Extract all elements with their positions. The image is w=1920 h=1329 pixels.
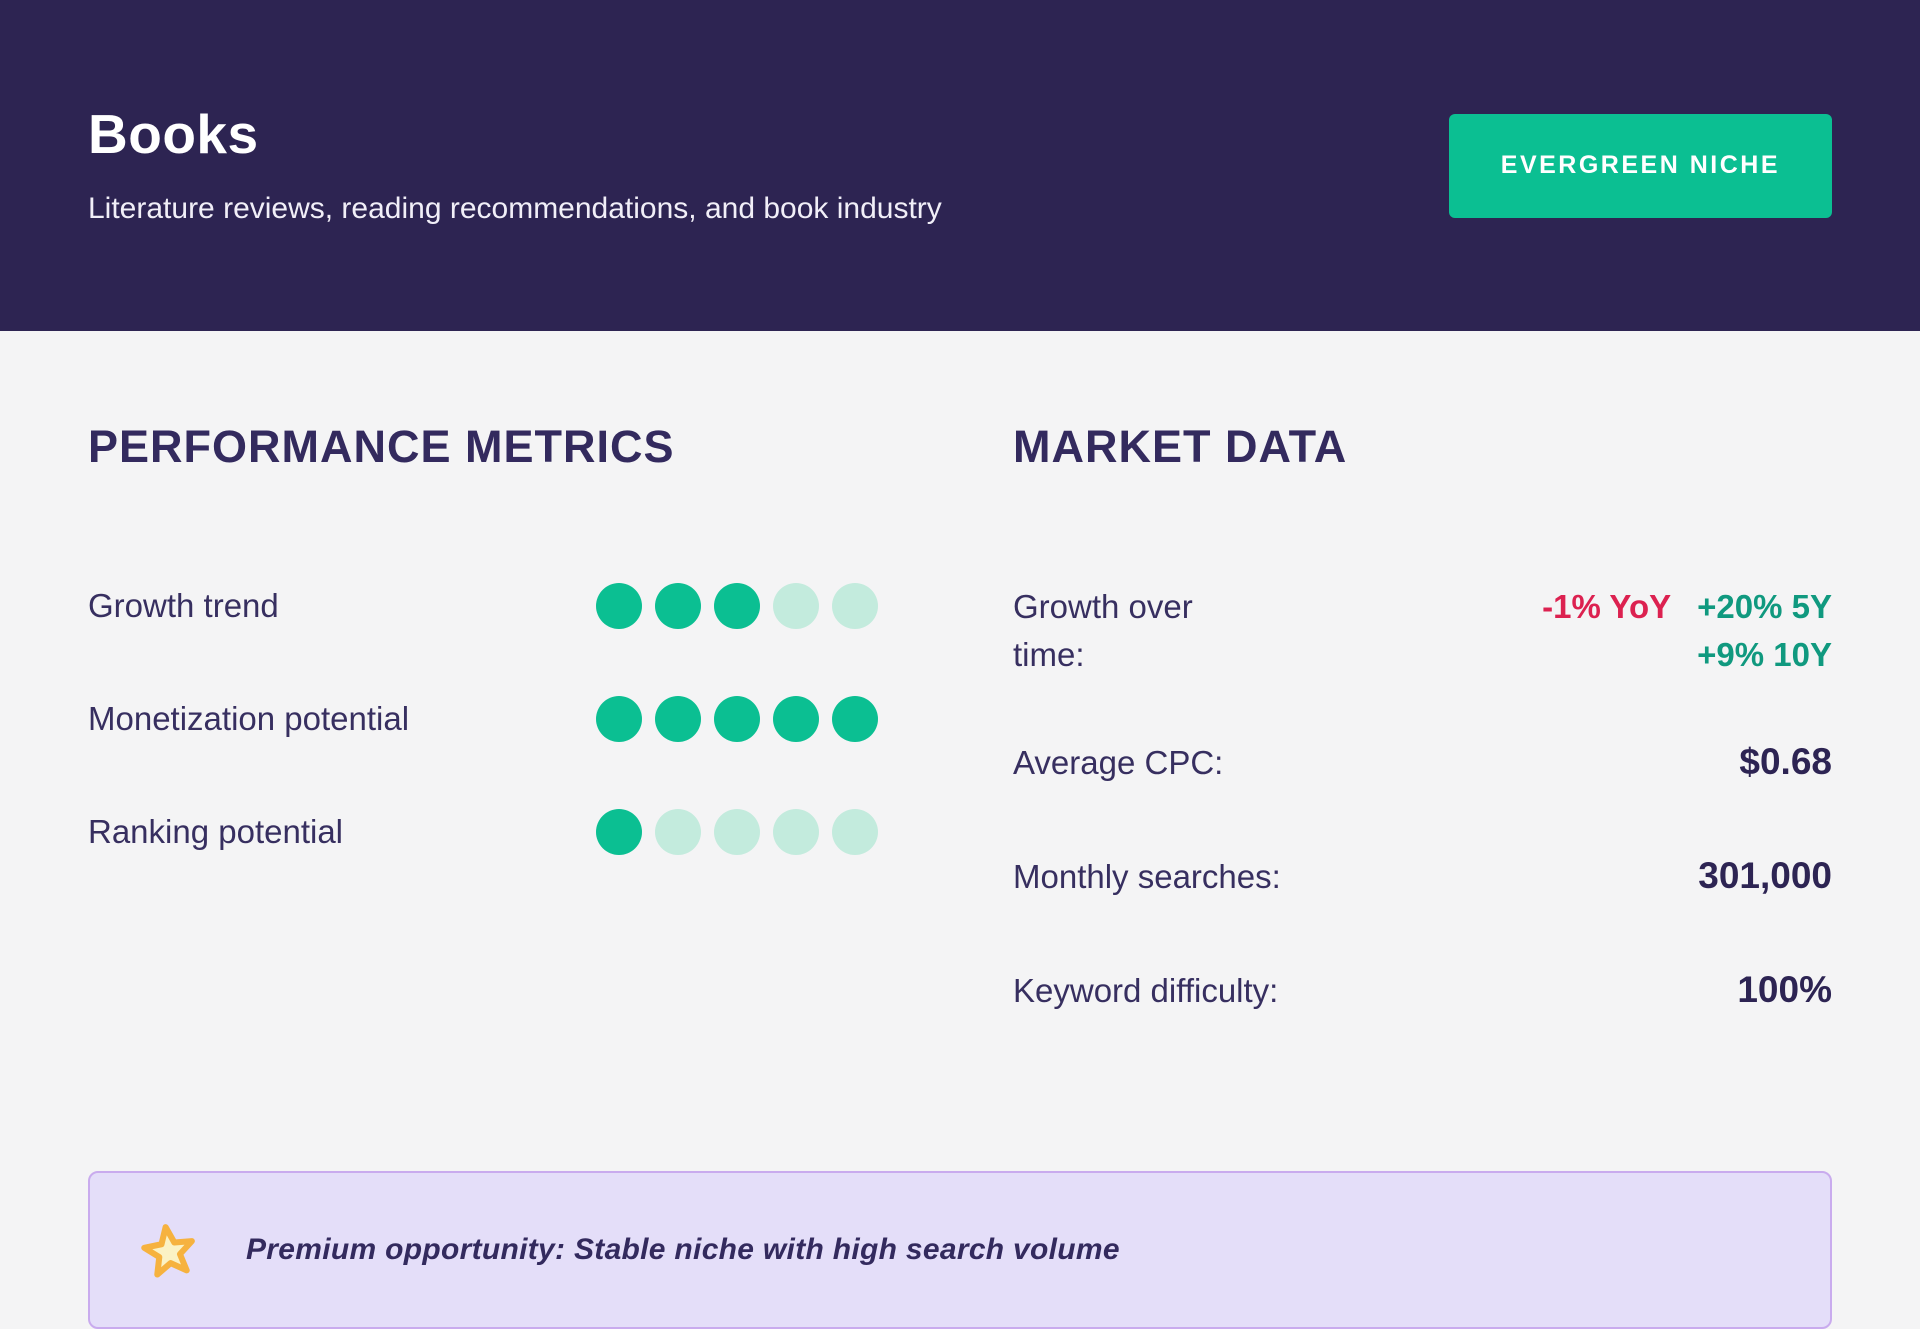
rating-dot-filled [714, 582, 760, 629]
rating-dot-filled [714, 695, 760, 742]
monthly-searches-value: 301,000 [1698, 854, 1832, 896]
rating-dot-empty [832, 582, 878, 629]
market-row-monthly-searches: Monthly searches: 301,000 [1013, 853, 1832, 901]
market-row-average-cpc: Average CPC: $0.68 [1013, 739, 1832, 787]
metric-row-growth-trend: Growth trend [88, 582, 878, 629]
market-label: Monthly searches: [1013, 857, 1281, 895]
growth-line-1: -1% YoY +20% 5Y [1542, 583, 1832, 631]
keyword-difficulty-value: 100% [1737, 968, 1832, 1010]
header: Books Literature reviews, reading recomm… [0, 0, 1920, 331]
metric-label: Growth trend [88, 586, 279, 624]
performance-section: PERFORMANCE METRICS Growth trend Monetiz… [88, 421, 878, 1081]
rating-dot-filled [773, 695, 819, 742]
market-label: Average CPC: [1013, 743, 1224, 781]
rating-dot-empty [773, 808, 819, 855]
rating-dots [596, 582, 878, 629]
header-text: Books Literature reviews, reading recomm… [88, 104, 942, 227]
market-label: Keyword difficulty: [1013, 971, 1279, 1009]
niche-badge: EVERGREEN NICHE [1448, 113, 1832, 218]
metric-row-ranking: Ranking potential [88, 808, 878, 855]
market-section: MARKET DATA Growth over time: -1% YoY +20… [1013, 421, 1832, 1081]
performance-heading: PERFORMANCE METRICS [88, 421, 675, 472]
rating-dots [596, 695, 878, 742]
rating-dot-empty [714, 808, 760, 855]
rating-dot-filled [832, 695, 878, 742]
rating-dot-empty [832, 808, 878, 855]
main-content: PERFORMANCE METRICS Growth trend Monetiz… [0, 331, 1920, 1081]
star-icon [136, 1217, 202, 1283]
average-cpc-value: $0.68 [1739, 740, 1832, 782]
market-heading: MARKET DATA [1013, 421, 1348, 472]
page-title: Books [88, 103, 259, 166]
rating-dots [596, 808, 878, 855]
callout-text: Premium opportunity: Stable niche with h… [246, 1232, 1120, 1266]
rating-dot-filled [596, 582, 642, 629]
market-label: Growth over time: [1013, 587, 1193, 673]
growth-line-2: +9% 10Y [1542, 631, 1832, 679]
rating-dot-empty [655, 808, 701, 855]
rating-dot-empty [773, 582, 819, 629]
rating-dot-filled [596, 695, 642, 742]
growth-10y-value: +9% 10Y [1697, 635, 1832, 673]
market-row-keyword-difficulty: Keyword difficulty: 100% [1013, 967, 1832, 1015]
market-row-growth-over-time: Growth over time: -1% YoY +20% 5Y +9% 10Y [1013, 583, 1832, 679]
growth-values: -1% YoY +20% 5Y +9% 10Y [1542, 583, 1832, 679]
growth-5y-value: +20% 5Y [1697, 587, 1832, 625]
rating-dot-filled [655, 695, 701, 742]
page-subtitle: Literature reviews, reading recommendati… [88, 191, 942, 225]
growth-yoy-value: -1% YoY [1542, 587, 1672, 625]
metric-row-monetization: Monetization potential [88, 695, 878, 742]
rating-dot-filled [596, 808, 642, 855]
rating-dot-filled [655, 582, 701, 629]
metric-label: Ranking potential [88, 812, 344, 850]
opportunity-callout: Premium opportunity: Stable niche with h… [88, 1170, 1832, 1329]
metric-label: Monetization potential [88, 699, 410, 737]
